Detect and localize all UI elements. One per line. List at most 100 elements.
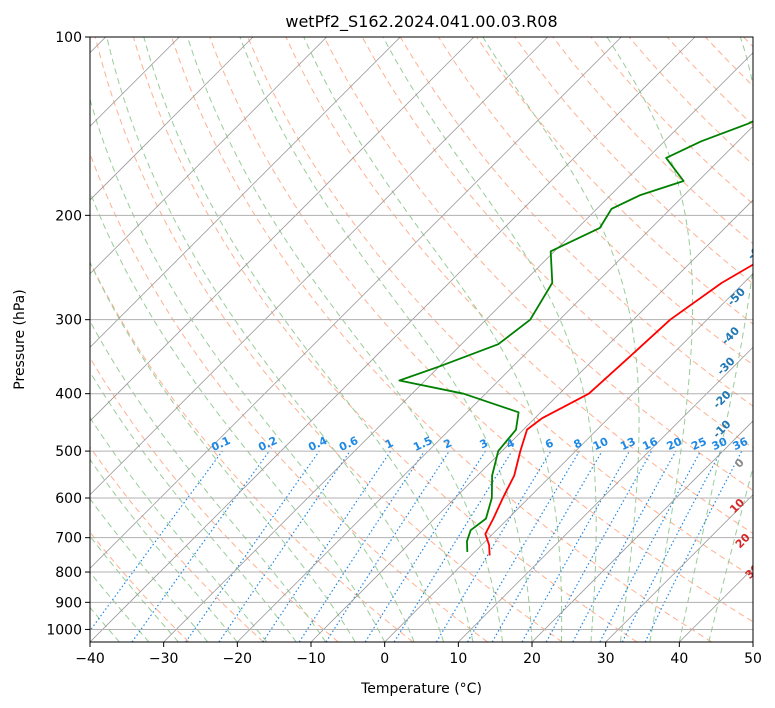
x-tick-label: −40 xyxy=(75,651,105,667)
mixing-ratio-line xyxy=(545,450,653,642)
moist-adiabat-line xyxy=(90,498,209,642)
moist-adiabat-line xyxy=(482,37,640,642)
moist-adiabat-line xyxy=(90,320,327,642)
mixing-ratio-line xyxy=(325,450,450,642)
moist-adiabat-line xyxy=(90,371,297,642)
isotherm-line xyxy=(605,494,753,642)
dry-adiabat-label: 30 xyxy=(743,561,763,581)
dry-adiabat-line xyxy=(209,37,753,623)
isotherm-line xyxy=(310,199,753,642)
dry-adiabat-line xyxy=(132,37,638,642)
moist-adiabat-line xyxy=(106,37,445,642)
y-axis: 100 200 300 400 500 600 700 800 900 1000 xyxy=(46,30,90,638)
mixing-ratio-line xyxy=(572,450,677,642)
dry-adiabat-line xyxy=(90,446,264,642)
background-lines xyxy=(90,37,753,642)
y-tick-label: 200 xyxy=(55,208,82,224)
x-tick-label: −10 xyxy=(296,651,326,667)
mixing-ratio-label: 30 xyxy=(710,435,730,453)
moist-adiabat-line xyxy=(187,37,504,642)
mixing-ratio-line xyxy=(185,450,320,642)
moist-adiabat-line xyxy=(143,37,474,642)
y-tick-label: 500 xyxy=(55,444,82,460)
isotherm-line xyxy=(90,37,548,496)
y-tick-label: 400 xyxy=(55,387,82,403)
isotherm-line xyxy=(90,37,401,348)
isotherm-line xyxy=(90,37,622,569)
y-tick-label: 1000 xyxy=(46,622,82,638)
dry-adiabat-line xyxy=(94,37,563,642)
isotherm-line xyxy=(163,52,753,642)
isotherm-line xyxy=(90,37,327,275)
moist-adiabat-line xyxy=(678,37,753,642)
moist-adiabat-label: -70 xyxy=(768,190,775,213)
y-tick-label: 100 xyxy=(55,30,82,46)
x-tick-label: 20 xyxy=(523,651,541,667)
dry-adiabat-label: 40 xyxy=(756,589,775,609)
mixing-ratio-line xyxy=(131,450,270,642)
x-tick-label: 0 xyxy=(380,651,389,667)
moist-adiabat-label: -60 xyxy=(745,239,768,262)
mixing-ratio-line xyxy=(262,450,392,642)
mixing-ratio-line xyxy=(521,450,631,642)
moist-adiabat-line xyxy=(303,37,563,642)
mixing-ratio-label: 16 xyxy=(640,435,660,453)
moist-adiabat-line xyxy=(239,37,533,642)
dry-adiabat-line xyxy=(90,356,339,642)
chart-title: wetPf2_S162.2024.041.00.03.R08 xyxy=(285,12,557,32)
mixing-ratio-line xyxy=(393,450,513,642)
isotherm-line xyxy=(531,420,753,642)
dry-adiabat-line xyxy=(285,37,753,535)
sounding-series xyxy=(398,120,753,556)
mixing-ratio-line xyxy=(218,450,351,642)
moist-adiabat-line xyxy=(708,465,753,642)
moist-adiabat-line xyxy=(90,261,356,642)
dry-adiabat-line xyxy=(476,37,753,325)
temperature-line xyxy=(484,263,753,556)
dry-adiabat-line xyxy=(247,37,753,578)
x-tick-label: 30 xyxy=(597,651,615,667)
mixing-ratio-label: 25 xyxy=(689,435,708,453)
y-tick-label: 800 xyxy=(55,565,82,581)
y-tick-label: 300 xyxy=(55,313,82,329)
isotherm-line xyxy=(90,37,254,201)
moist-adiabat-line xyxy=(90,190,386,642)
y-axis-label: Pressure (hPa) xyxy=(12,289,28,389)
mixing-ratio-line xyxy=(644,450,743,642)
dry-adiabat-line xyxy=(171,37,713,642)
dry-adiabat-line xyxy=(323,37,753,491)
x-tick-label: 40 xyxy=(670,651,688,667)
moist-adiabat-line xyxy=(90,416,268,642)
moist-adiabat-line xyxy=(90,458,238,642)
y-tick-label: 700 xyxy=(55,531,82,547)
mixing-ratio-label: 36 xyxy=(731,435,751,453)
x-axis-label: Temperature (°C) xyxy=(360,681,482,697)
moist-adiabat-line xyxy=(90,535,179,642)
mixing-ratio-line xyxy=(90,450,223,632)
x-tick-label: 50 xyxy=(744,651,762,667)
dry-adiabat-line xyxy=(514,37,753,285)
gridlines xyxy=(90,37,753,642)
x-axis: −40 −30 −20 −10 0 10 20 30 40 50 xyxy=(75,642,762,667)
isotherm-line xyxy=(90,37,696,642)
x-tick-label: −20 xyxy=(223,651,253,667)
dewpoint-line xyxy=(398,120,753,553)
plot-area xyxy=(90,37,753,642)
x-tick-label: 10 xyxy=(449,651,467,667)
isotherm-line xyxy=(90,37,475,422)
mixing-ratio-label: 13 xyxy=(618,435,637,453)
y-tick-label: 600 xyxy=(55,491,82,507)
mixing-ratio-label: 20 xyxy=(665,435,685,453)
x-tick-label: −30 xyxy=(149,651,179,667)
isotherm-line xyxy=(752,641,753,642)
isotherm-line xyxy=(237,125,753,642)
mixing-ratio-line xyxy=(298,450,425,642)
isotherm-line xyxy=(458,346,753,642)
moist-adiabat-line xyxy=(382,37,597,642)
plot-frame xyxy=(89,36,754,643)
moist-adiabat-line xyxy=(606,37,694,642)
y-tick-label: 900 xyxy=(55,595,82,611)
isotherm-line xyxy=(384,273,753,642)
mixing-ratio-label: 10 xyxy=(591,435,611,453)
